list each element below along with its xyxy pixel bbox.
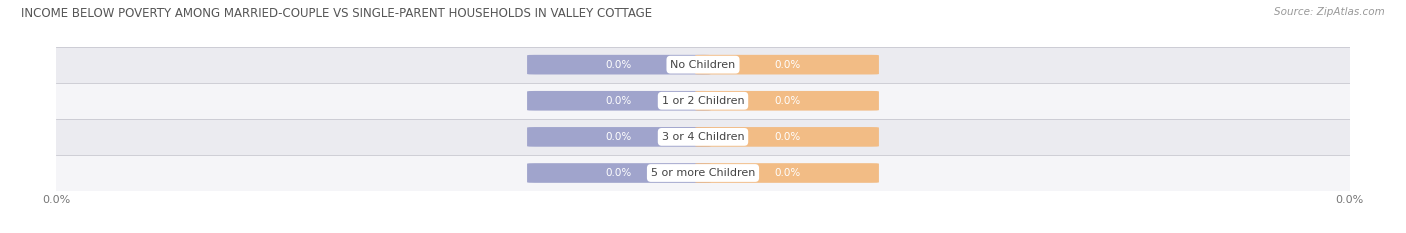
FancyBboxPatch shape: [695, 91, 879, 111]
FancyBboxPatch shape: [527, 91, 711, 111]
Bar: [56, 119, 1350, 155]
Bar: [56, 155, 1350, 191]
Text: 0.0%: 0.0%: [606, 96, 633, 106]
Text: INCOME BELOW POVERTY AMONG MARRIED-COUPLE VS SINGLE-PARENT HOUSEHOLDS IN VALLEY : INCOME BELOW POVERTY AMONG MARRIED-COUPL…: [21, 7, 652, 20]
FancyBboxPatch shape: [527, 55, 711, 75]
FancyBboxPatch shape: [695, 163, 879, 183]
Text: 0.0%: 0.0%: [773, 60, 800, 70]
Bar: [56, 47, 1350, 83]
Text: 0.0%: 0.0%: [773, 132, 800, 142]
FancyBboxPatch shape: [695, 55, 879, 75]
Text: 0.0%: 0.0%: [773, 168, 800, 178]
Text: 1 or 2 Children: 1 or 2 Children: [662, 96, 744, 106]
Text: 3 or 4 Children: 3 or 4 Children: [662, 132, 744, 142]
FancyBboxPatch shape: [695, 127, 879, 147]
Text: 5 or more Children: 5 or more Children: [651, 168, 755, 178]
Text: 0.0%: 0.0%: [606, 132, 633, 142]
Text: 0.0%: 0.0%: [773, 96, 800, 106]
Text: No Children: No Children: [671, 60, 735, 70]
FancyBboxPatch shape: [527, 127, 711, 147]
Bar: [56, 83, 1350, 119]
Text: 0.0%: 0.0%: [606, 60, 633, 70]
FancyBboxPatch shape: [527, 163, 711, 183]
Text: Source: ZipAtlas.com: Source: ZipAtlas.com: [1274, 7, 1385, 17]
Text: 0.0%: 0.0%: [606, 168, 633, 178]
